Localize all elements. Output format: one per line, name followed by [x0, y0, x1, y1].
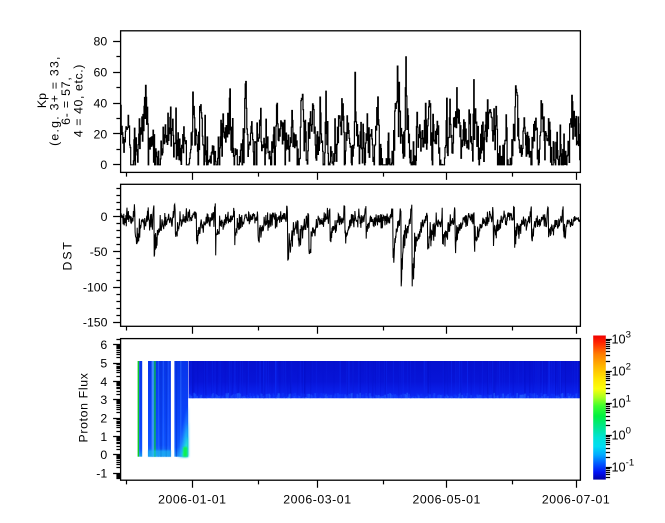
svg-text:2006-03-01: 2006-03-01	[283, 493, 351, 507]
svg-text:0: 0	[101, 210, 108, 224]
svg-text:20: 20	[94, 127, 108, 141]
svg-text:80: 80	[94, 35, 108, 49]
svg-text:2006-05-01: 2006-05-01	[412, 493, 480, 507]
svg-text:DST: DST	[61, 240, 75, 270]
svg-text:-150: -150	[83, 316, 108, 330]
svg-text:2: 2	[100, 412, 107, 426]
svg-text:-1: -1	[96, 467, 107, 481]
svg-text:3: 3	[100, 393, 107, 407]
svg-text:-50: -50	[90, 245, 108, 259]
svg-text:60: 60	[94, 66, 108, 80]
svg-text:40: 40	[94, 96, 108, 110]
svg-text:(e.g. 3+ = 33,: (e.g. 3+ = 33,	[48, 55, 62, 146]
svg-text:4 = 40, etc.): 4 = 40, etc.)	[71, 64, 85, 137]
svg-text:6: 6	[100, 338, 107, 352]
svg-text:Proton Flux: Proton Flux	[76, 372, 90, 442]
svg-text:2006-01-01: 2006-01-01	[158, 493, 226, 507]
svg-text:2006-07-01: 2006-07-01	[542, 493, 610, 507]
svg-text:-100: -100	[83, 280, 108, 294]
svg-text:4: 4	[100, 375, 107, 389]
svg-text:Kp: Kp	[35, 93, 49, 108]
svg-text:0: 0	[100, 448, 107, 462]
svg-text:1: 1	[100, 430, 107, 444]
svg-text:5: 5	[100, 357, 107, 371]
svg-text:6- = 57,: 6- = 57,	[59, 76, 73, 124]
svg-text:0: 0	[100, 158, 107, 172]
